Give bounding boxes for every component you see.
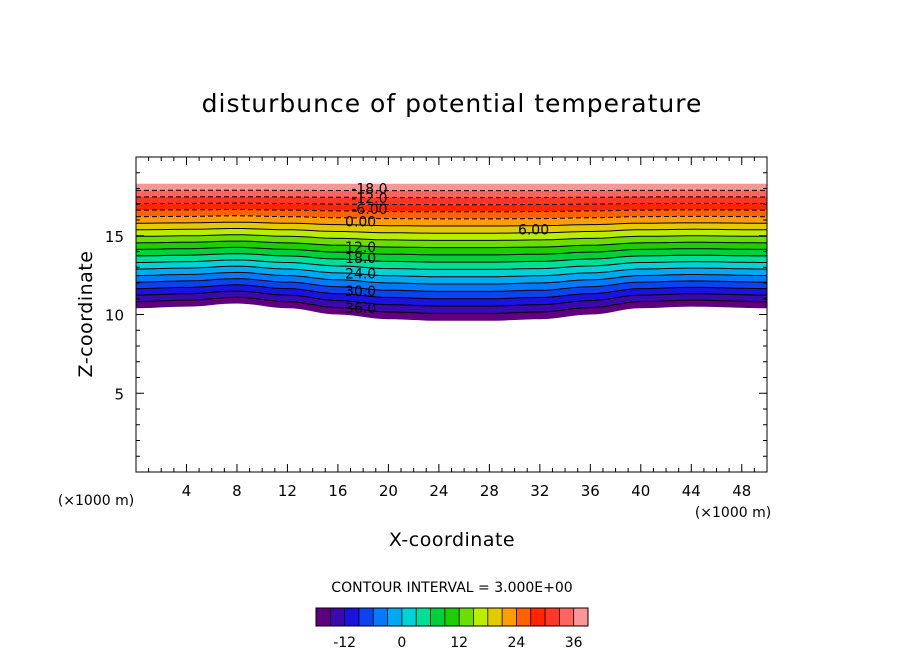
x-tick-label: 24 <box>429 482 448 500</box>
contour-line <box>135 228 767 234</box>
colorbar-swatch <box>473 608 489 626</box>
contour-line <box>136 265 767 278</box>
colorbar-swatch <box>545 608 560 626</box>
contour-label: 18.0 <box>345 251 376 267</box>
contour-line <box>135 271 768 285</box>
colorbar-swatch <box>573 608 589 626</box>
y-tick-label: 10 <box>105 307 124 325</box>
contour-band <box>136 291 767 314</box>
colorbar-tick-label: 24 <box>508 635 526 651</box>
colorbar-swatch <box>373 608 388 626</box>
x-axis-title: X-coordinate <box>389 529 515 551</box>
colorbar-swatch <box>344 608 360 626</box>
chart-title: disturbunce of potential temperature <box>202 89 703 118</box>
x-unit-label-left: (×1000 m) <box>58 493 134 509</box>
colorbar-swatch <box>444 608 460 626</box>
colorbar-swatch <box>401 608 417 626</box>
plot-area: -18.0-12.0-6.000.00 6.0012.018.024.030.03… <box>105 156 768 500</box>
contour-band <box>136 284 767 307</box>
contour-band <box>136 215 767 226</box>
y-tick-label: 5 <box>114 385 124 403</box>
colorbar-swatch <box>387 608 403 626</box>
contour-label: -12.0 <box>351 191 387 207</box>
contour-band <box>136 253 767 270</box>
colorbar-swatch <box>559 608 574 626</box>
contour-band <box>136 222 767 234</box>
contour-line <box>136 202 767 206</box>
x-tick-label: 32 <box>530 482 549 500</box>
contour-line <box>135 278 767 292</box>
x-tick-label: 28 <box>480 482 499 500</box>
contour-line <box>136 196 767 199</box>
contour-band <box>136 190 767 198</box>
colorbar-tick-label: -12 <box>333 635 356 651</box>
contour-labels: -18.0-12.0-6.000.00 6.00 12.018.024.030.03… <box>345 182 549 318</box>
contour-label: 0.00 <box>345 215 376 231</box>
colorbar-tick-label: 36 <box>565 635 583 651</box>
y-axis-title: Z-coordinate <box>75 251 97 378</box>
colorbar-swatch <box>330 608 345 626</box>
contour-label: 6.00 <box>518 222 549 238</box>
colorbar-swatch <box>530 608 546 626</box>
x-tick-label: 20 <box>379 482 398 500</box>
contour-label: -18.0 <box>351 182 387 198</box>
contour-line <box>136 234 767 241</box>
contour-band <box>136 278 767 299</box>
contour-line <box>135 240 767 249</box>
colorbar-swatch <box>459 608 474 626</box>
x-tick-label: 44 <box>682 482 701 500</box>
contour-line <box>136 246 767 256</box>
contour-interval-note: CONTOUR INTERVAL = 3.000E+00 <box>331 580 572 596</box>
contour-line <box>136 221 767 227</box>
x-tick-label: 4 <box>182 482 192 500</box>
contour-label: -6.00 <box>351 202 387 218</box>
contour-band <box>136 183 767 191</box>
contour-label: 24.0 <box>345 267 376 283</box>
y-tick-label: 15 <box>105 228 124 246</box>
colorbar-swatch <box>502 608 517 626</box>
x-tick-label: 16 <box>328 482 347 500</box>
contour-line <box>136 253 767 263</box>
colorbar-swatch <box>316 608 331 626</box>
contour-band <box>136 272 767 292</box>
colorbar-swatch <box>430 608 446 626</box>
contour-band <box>136 266 767 284</box>
contour-line <box>136 290 767 307</box>
contour-band <box>136 259 767 277</box>
contour-label: 30.0 <box>345 284 376 300</box>
contour-band <box>136 209 767 219</box>
x-tick-label: 40 <box>631 482 650 500</box>
colorbar-swatch <box>516 608 532 626</box>
contour-band <box>136 247 767 263</box>
contour-line <box>136 259 767 270</box>
colorbar-swatch <box>416 608 431 626</box>
contour-label: 12.0 <box>345 240 376 256</box>
contour-lines <box>135 189 768 314</box>
x-tick-label: 48 <box>732 482 751 500</box>
x-tick-label: 36 <box>581 482 600 500</box>
x-unit-label-right: (×1000 m) <box>695 505 771 521</box>
contour-line <box>136 284 767 300</box>
colorbar-tick-label: 12 <box>450 635 468 651</box>
contour-line <box>135 215 767 220</box>
colorbar-tick-label: 0 <box>397 635 406 651</box>
contour-band <box>136 297 767 321</box>
contour-band <box>136 196 767 205</box>
colorbar-swatch <box>358 608 374 626</box>
colorbar-frame <box>315 607 589 627</box>
contour-line <box>135 296 767 314</box>
contour-line <box>136 209 767 213</box>
colorbar: -12 0 12 24 36 <box>315 607 589 651</box>
contour-band <box>136 203 767 212</box>
colorbar-swatch <box>487 608 503 626</box>
x-tick-label: 8 <box>232 482 242 500</box>
contour-label: 36.0 <box>345 301 376 317</box>
x-tick-label: 12 <box>278 482 297 500</box>
